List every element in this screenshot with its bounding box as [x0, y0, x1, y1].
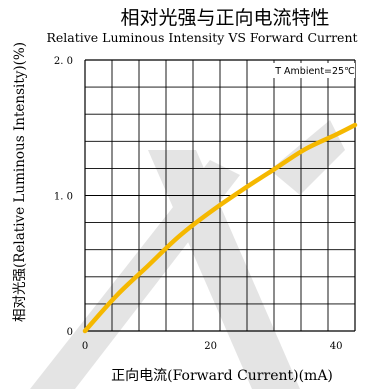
annotation-background — [272, 63, 355, 78]
series-line — [82, 122, 358, 334]
x-tick-label: 0 — [82, 341, 88, 352]
x-axis-label: 正向电流(Forward Current)(mA) — [111, 368, 333, 384]
chart-subtitle: Relative Luminous Intensity VS Forward C… — [46, 30, 357, 45]
x-tick-label: 40 — [330, 341, 343, 352]
temperature-annotation: T Ambient=25℃ — [274, 66, 355, 77]
x-tick-labels: 0 20 40 — [82, 341, 343, 352]
y-tick-labels: 0 1. 0 2. 0 — [54, 56, 73, 338]
y-axis-label: 相对光强(Relative Luminous Intensity)(%) — [12, 42, 28, 322]
watermark-stroke — [30, 160, 240, 389]
y-tick-label: 0 — [67, 327, 73, 338]
chart-title: 相对光强与正向电流特性 — [120, 7, 329, 29]
watermark-shape — [30, 120, 345, 389]
plot-grid — [84, 59, 356, 332]
x-tick-label: 20 — [204, 341, 217, 352]
series-layer — [82, 122, 358, 334]
y-tick-label: 1. 0 — [54, 192, 73, 203]
y-tick-label: 2. 0 — [54, 56, 73, 67]
watermark-stroke — [270, 120, 345, 195]
